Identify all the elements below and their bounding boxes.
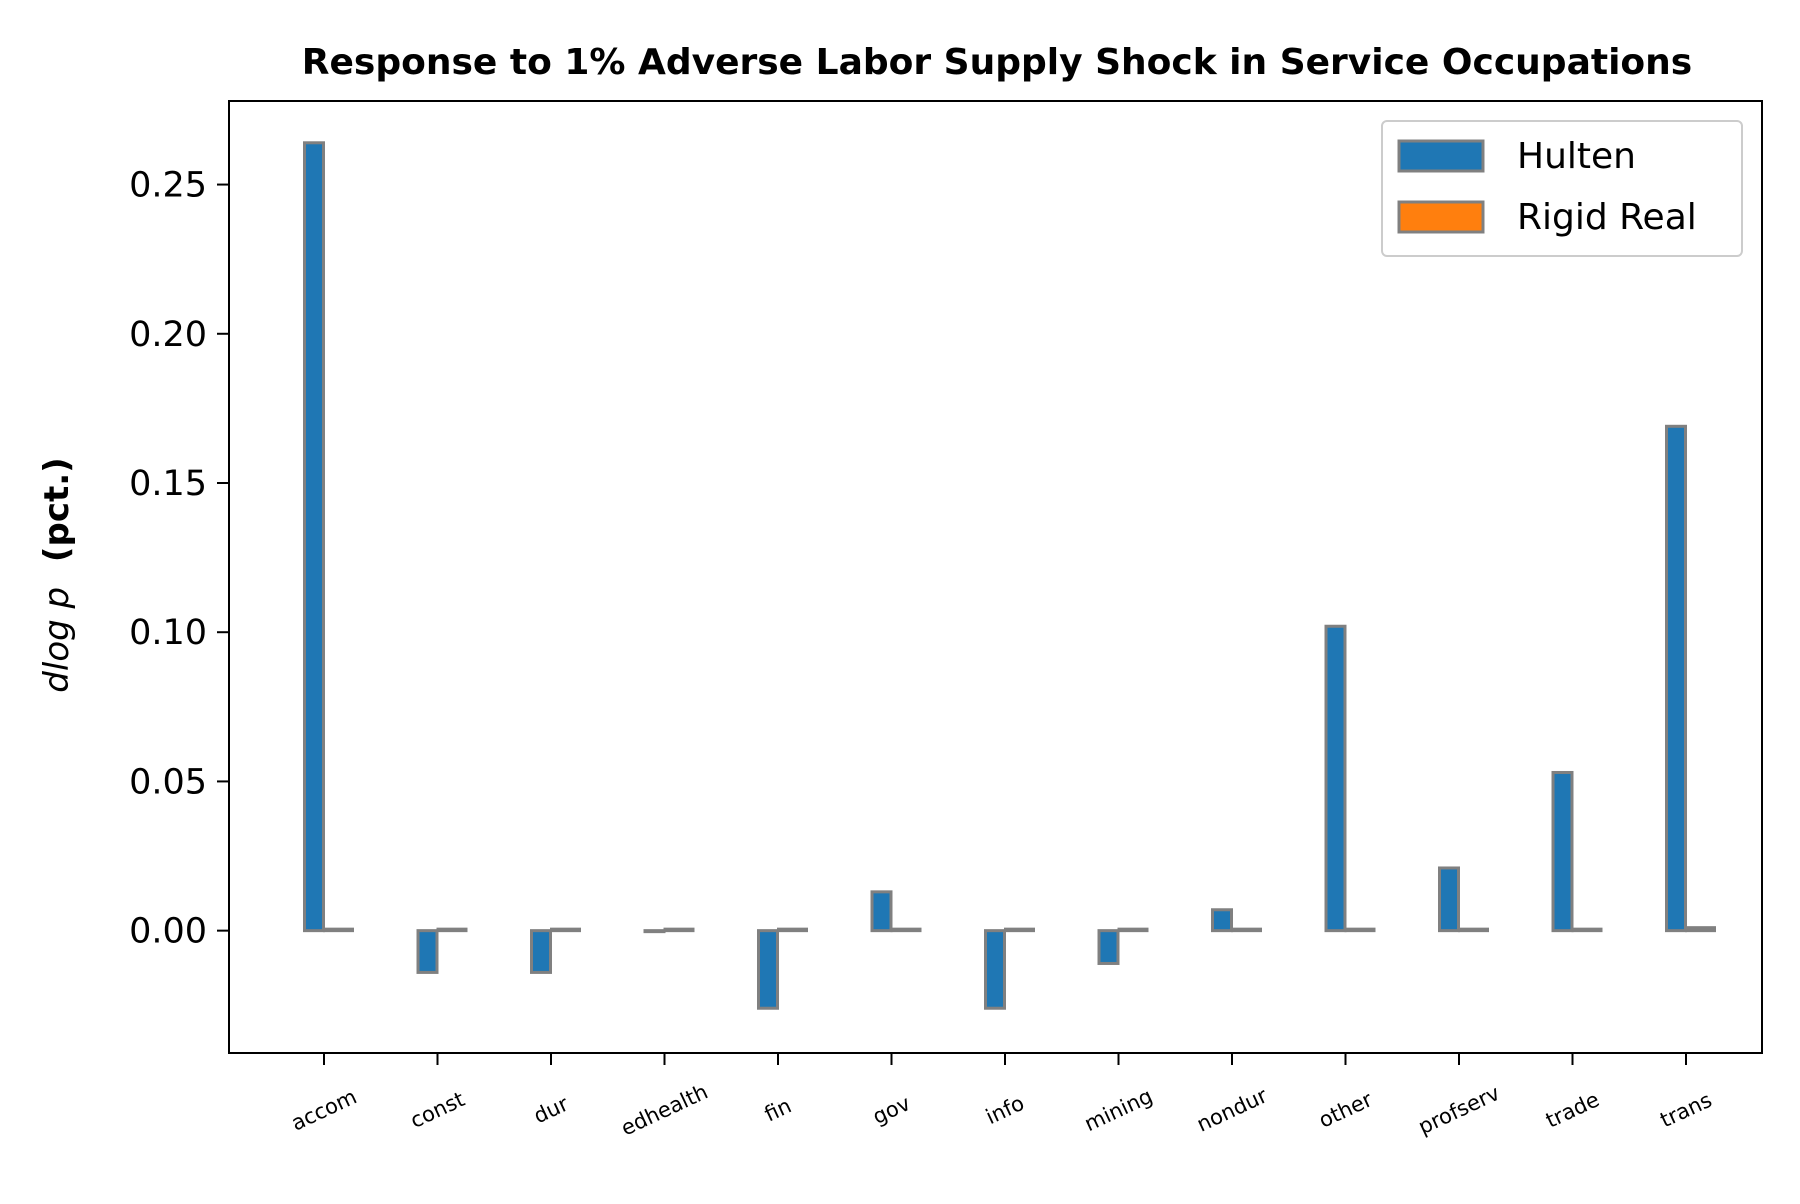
y-axis: 0.00 0.05 0.10 0.15 0.20 0.25 (129, 166, 229, 952)
bar-hulten-other (1324, 624, 1347, 933)
bar-hulten-edhealth (643, 929, 666, 934)
bar-rigid-real-accom (323, 927, 354, 933)
x-tick-label-trans: trans (1656, 1088, 1715, 1133)
legend: Hulten Rigid Real (1381, 120, 1743, 257)
bar-rigid-real-trade (1571, 927, 1603, 933)
x-tick-label-gov: gov (869, 1091, 914, 1129)
y-tick-label-3: 0.15 (129, 464, 207, 504)
bar-rigid-real-trans (1685, 926, 1716, 933)
bar-rigid-real-fin (777, 927, 808, 933)
y-axis-label-math: dlog p (37, 587, 77, 693)
x-axis: accom const dur edhealth fin gov info mining non… (288, 1053, 1716, 1140)
bar-hulten-mining (1097, 929, 1120, 965)
y-axis-label: dlog p (pct.) (37, 457, 77, 692)
y-tick-label-0: 0.00 (129, 912, 207, 952)
x-tick-label-edhealth: edhealth (617, 1080, 711, 1141)
legend-swatch-0 (1397, 139, 1485, 173)
x-tick-label-mining: mining (1081, 1084, 1156, 1136)
legend-swatch-1 (1397, 200, 1485, 234)
bar-rigid-real-gov (890, 927, 922, 933)
bar-rigid-real-info (1004, 927, 1035, 933)
x-tick-label-accom: accom (288, 1084, 361, 1135)
chart-title: Response to 1% Adverse Labor Supply Shoc… (302, 42, 1692, 83)
legend-label-0: Hulten (1517, 136, 1636, 177)
x-tick-label-const: const (407, 1087, 469, 1133)
bar-hulten-dur (530, 929, 552, 974)
x-tick-label-fin: fin (761, 1094, 795, 1127)
bar-hulten-trade (1551, 770, 1574, 933)
y-axis-label-units: (pct.) (37, 457, 77, 562)
bar-hulten-gov (870, 890, 893, 933)
x-tick-label-info: info (982, 1091, 1028, 1129)
plot-area (303, 141, 1716, 1010)
bar-rigid-real-nondur (1231, 927, 1262, 933)
legend-label-1: Rigid Real (1517, 197, 1697, 238)
y-tick-label-4: 0.20 (129, 315, 207, 355)
axes-frame (228, 100, 1763, 1054)
svg-text:dlog p (pct.): dlog p (pct.) (37, 457, 77, 692)
bar-rigid-real-profserv (1458, 927, 1489, 933)
bar-hulten-const (416, 929, 439, 974)
x-tick-label-dur: dur (530, 1092, 572, 1129)
x-tick-label-other: other (1315, 1087, 1376, 1133)
bar-rigid-real-other (1344, 927, 1376, 933)
bar-rigid-real-edhealth (663, 927, 695, 933)
bar-rigid-real-const (436, 927, 468, 933)
bar-hulten-accom (303, 141, 325, 933)
bar-rigid-real-dur (550, 927, 581, 933)
bar-hulten-fin (757, 929, 779, 1010)
bar-hulten-nondur (1211, 908, 1233, 933)
y-tick-label-1: 0.05 (129, 762, 207, 802)
bar-rigid-real-mining (1117, 927, 1149, 933)
bar-hulten-profserv (1438, 866, 1460, 933)
x-tick-label-profserv: profserv (1415, 1081, 1504, 1139)
x-tick-label-nondur: nondur (1193, 1083, 1271, 1136)
y-tick-label-5: 0.25 (129, 166, 207, 206)
y-tick-label-2: 0.10 (129, 613, 207, 653)
x-tick-label-trade: trade (1542, 1087, 1603, 1132)
bar-hulten-info (984, 929, 1006, 1010)
bar-hulten-trans (1665, 424, 1687, 933)
